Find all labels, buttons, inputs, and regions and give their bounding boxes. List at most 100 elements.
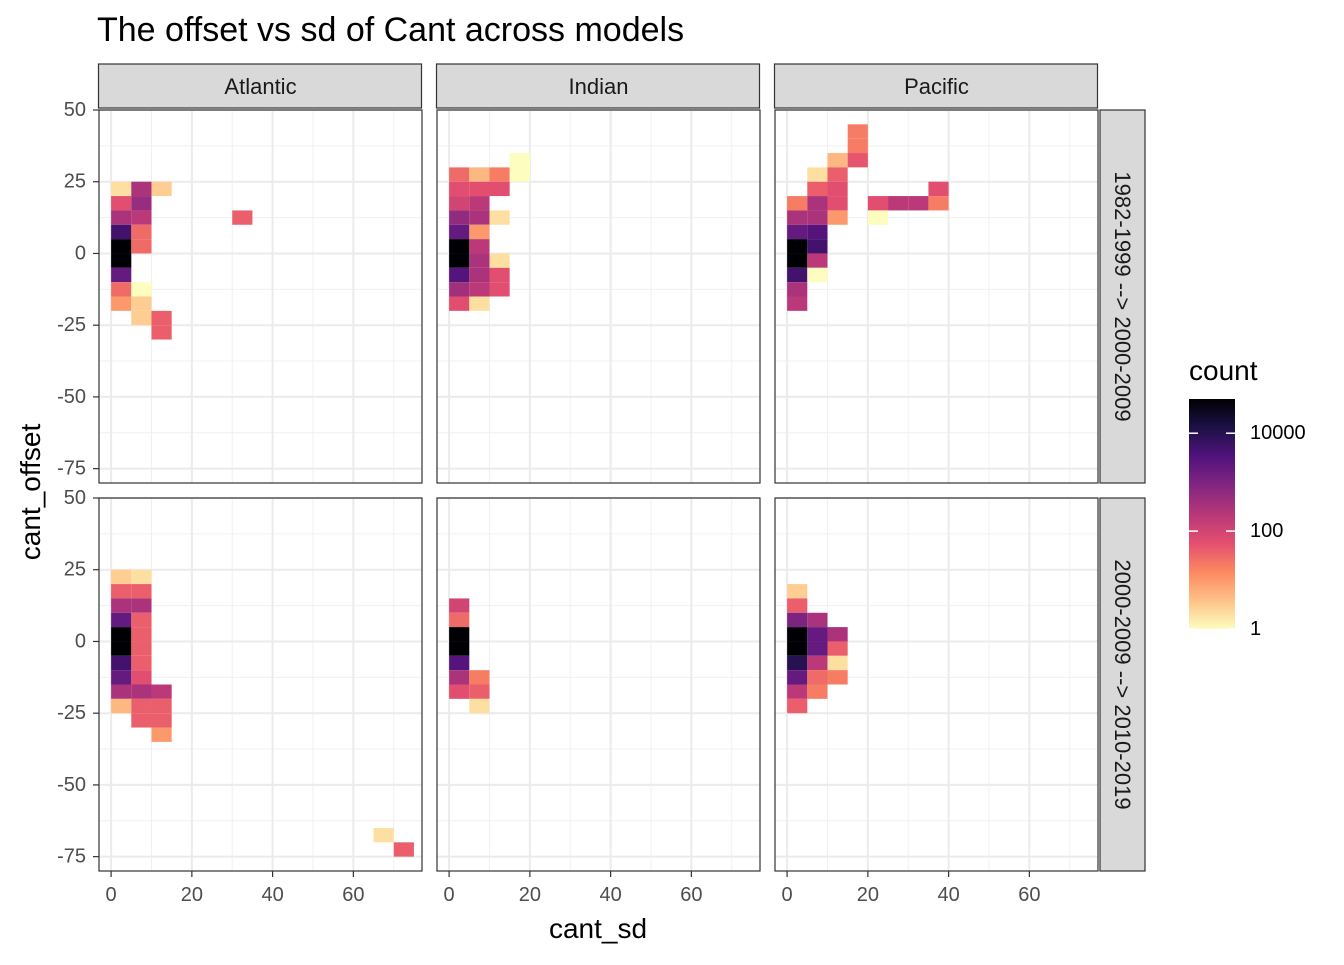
heatmap-tile xyxy=(449,670,470,685)
heatmap-tile xyxy=(787,627,808,642)
heatmap-tile xyxy=(469,296,490,311)
legend-ticks: 1 100 10000 xyxy=(1189,422,1306,640)
heatmap-tile xyxy=(827,153,848,168)
heatmap-tile xyxy=(807,612,828,628)
heatmap-tile xyxy=(449,224,470,240)
y-tick-label: 50 xyxy=(64,99,86,121)
y-tick-label: -50 xyxy=(57,774,86,796)
heatmap-tile xyxy=(787,598,808,613)
heatmap-tile xyxy=(131,296,152,311)
y-tick-label: 25 xyxy=(64,559,86,581)
legend-break-label: 10000 xyxy=(1250,422,1306,444)
facet-strip-label-pacific: Pacific xyxy=(904,74,969,99)
heatmap-tile xyxy=(111,598,132,613)
heatmap-tile xyxy=(787,267,808,283)
heatmap-tile xyxy=(469,267,490,283)
heatmap-tile xyxy=(787,196,808,211)
heatmap-tile xyxy=(807,167,828,182)
heatmap-tile xyxy=(111,569,132,585)
heatmap-tile xyxy=(449,655,470,671)
heatmap-tile xyxy=(928,196,949,211)
heatmap-tile xyxy=(847,138,868,154)
x-tick-label: 0 xyxy=(106,884,117,906)
heatmap-tile xyxy=(489,181,510,197)
heatmap-tile xyxy=(787,684,808,699)
heatmap-tile xyxy=(151,310,172,326)
heatmap-tile xyxy=(131,641,152,656)
x-tick-label: 60 xyxy=(342,884,364,906)
heatmap-tile xyxy=(131,612,152,628)
heatmap-tile xyxy=(807,181,828,197)
heatmap-tile xyxy=(827,627,848,642)
heatmap-tile xyxy=(888,196,909,211)
heatmap-tile xyxy=(111,253,132,268)
facet-strip-row-label-2: 2000-2009 --> 2010-2019 xyxy=(1110,559,1135,809)
x-tick-label: 0 xyxy=(444,884,455,906)
heatmap-tile xyxy=(787,210,808,225)
legend-break-label: 1 xyxy=(1250,618,1261,640)
heatmap-tile xyxy=(111,282,132,297)
y-tick-label: 50 xyxy=(64,487,86,509)
heatmap-tile xyxy=(131,224,152,240)
panel-border xyxy=(98,497,423,872)
heatmap-tile xyxy=(827,181,848,197)
heatmap-tile xyxy=(787,655,808,671)
x-tick-label: 60 xyxy=(680,884,702,906)
heatmap-tile xyxy=(111,267,132,283)
heatmap-tile xyxy=(787,584,808,599)
panel-atlantic-row-1: -75 -50 -25 0 25 50 xyxy=(57,99,423,484)
heatmap-tile xyxy=(232,210,253,225)
panel-pacific-row-2: 0 20 40 60 xyxy=(774,497,1099,906)
heatmap-tile xyxy=(489,282,510,297)
facet-strip-label-atlantic: Atlantic xyxy=(224,74,296,99)
heatmap-tile xyxy=(787,239,808,254)
heatmap-tile xyxy=(131,698,152,714)
heatmap-tile xyxy=(489,267,510,283)
legend-colorbar xyxy=(1189,399,1235,629)
heatmap-tile xyxy=(449,641,470,656)
x-tick-label: 0 xyxy=(782,884,793,906)
heatmap-tile xyxy=(867,210,889,225)
panel-indian-row-1 xyxy=(436,109,761,484)
heatmap-tile xyxy=(449,627,470,642)
y-axis-label: cant_offset xyxy=(15,424,46,561)
heatmap-tile xyxy=(131,584,152,599)
heatmap-tile xyxy=(867,196,889,211)
x-tick-label: 20 xyxy=(857,884,879,906)
heatmap-tile xyxy=(131,239,152,254)
heatmap-tile xyxy=(787,612,808,628)
x-tick-label: 60 xyxy=(1018,884,1040,906)
heatmap-tile xyxy=(928,181,949,197)
heatmap-tile xyxy=(787,641,808,656)
legend-break-label: 100 xyxy=(1250,520,1283,542)
heatmap-tile xyxy=(151,727,172,742)
x-tick-label: 40 xyxy=(937,884,959,906)
x-axis-label: cant_sd xyxy=(549,913,647,944)
heatmap-tile xyxy=(131,196,152,211)
heatmap-tile xyxy=(449,239,470,254)
heatmap-tile xyxy=(393,842,414,857)
heatmap-tile xyxy=(111,181,132,197)
heatmap-tile xyxy=(449,612,470,628)
heatmap-tile xyxy=(131,598,152,613)
panel-indian-row-2: 0 20 40 60 xyxy=(436,497,761,906)
heatmap-tile xyxy=(469,196,490,211)
heatmap-tile xyxy=(827,655,848,671)
heatmap-tile xyxy=(131,713,152,728)
facet-strip-label-indian: Indian xyxy=(569,74,629,99)
heatmap-tile xyxy=(489,210,510,225)
facet-strip-indian xyxy=(435,63,761,109)
facet-strip-row-2 xyxy=(1099,497,1146,872)
heatmap-tile xyxy=(787,224,808,240)
heatmap-tile xyxy=(111,612,132,628)
panel-background xyxy=(99,110,422,483)
y-tick-label: -25 xyxy=(57,702,86,724)
heatmap-tile xyxy=(111,670,132,685)
panel-border xyxy=(436,109,761,484)
heatmap-tile xyxy=(131,627,152,642)
y-tick-label: -50 xyxy=(57,386,86,408)
heatmap-tile xyxy=(111,627,132,642)
heatmap-tile xyxy=(111,584,132,599)
heatmap-tile xyxy=(807,267,828,283)
facet-strip-atlantic xyxy=(97,63,423,109)
